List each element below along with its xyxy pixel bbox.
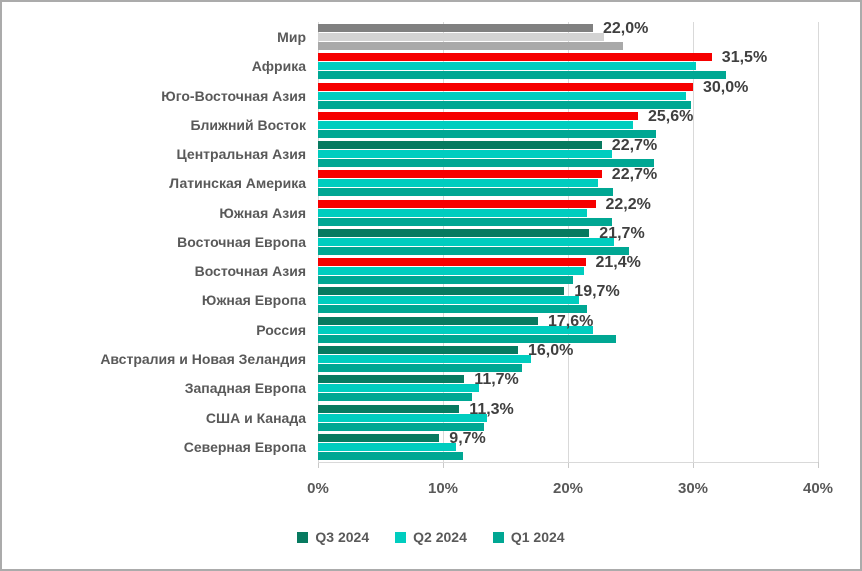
bar-q3-2024 bbox=[318, 346, 518, 354]
x-axis-tick-label: 40% bbox=[802, 480, 834, 497]
data-label: 31,5% bbox=[721, 49, 768, 67]
category-label: США и Канада bbox=[205, 409, 306, 426]
category-label: Северная Европа bbox=[183, 438, 306, 455]
axis-tick bbox=[318, 462, 319, 468]
bar-q2-2024 bbox=[318, 33, 605, 41]
data-label: 11,7% bbox=[474, 371, 519, 389]
bar-q2-2024 bbox=[318, 325, 593, 334]
bar-q3-2024 bbox=[318, 375, 465, 384]
bar-q3-2024 bbox=[318, 82, 693, 91]
legend-swatch-q1 bbox=[492, 531, 504, 543]
bar-q1-2024 bbox=[318, 364, 522, 372]
bar-q1-2024 bbox=[318, 71, 726, 80]
bar-q1-2024 bbox=[318, 393, 472, 402]
axis-tick bbox=[818, 462, 819, 468]
data-label: 25,6% bbox=[648, 107, 694, 125]
category-label: Центральная Азия bbox=[176, 146, 306, 163]
bar-q2-2024 bbox=[318, 442, 456, 451]
bar-q2-2024 bbox=[318, 91, 686, 100]
x-axis-tick-label: 0% bbox=[307, 480, 329, 497]
legend-label-q1: Q1 2024 bbox=[510, 529, 565, 545]
bar-q3-2024 bbox=[318, 228, 590, 237]
data-label: 17,6% bbox=[548, 312, 594, 330]
bar-q2-2024 bbox=[318, 237, 615, 246]
bar-q2-2024 bbox=[318, 208, 587, 217]
data-label: 21,7% bbox=[599, 224, 645, 242]
data-label: 22,7% bbox=[611, 166, 658, 184]
bar-q1-2024 bbox=[318, 100, 691, 109]
data-label: 21,4% bbox=[595, 254, 641, 272]
bar-q2-2024 bbox=[318, 413, 487, 422]
legend-item-q3: Q3 2024 bbox=[297, 529, 369, 545]
category-label: Восточная Азия bbox=[194, 263, 306, 280]
category-label: Ближний Восток bbox=[190, 116, 306, 133]
bar-q1-2024 bbox=[318, 42, 623, 50]
x-axis-tick-label: 20% bbox=[552, 480, 584, 497]
bar-q3-2024 bbox=[318, 199, 596, 208]
bar-q2-2024 bbox=[318, 267, 585, 276]
legend-label-q3: Q3 2024 bbox=[315, 529, 370, 545]
bar-q3-2024 bbox=[318, 53, 712, 62]
bar-q3-2024 bbox=[318, 141, 602, 150]
bar-q1-2024 bbox=[318, 334, 616, 343]
bar-q2-2024 bbox=[318, 62, 696, 71]
bar-q2-2024 bbox=[318, 355, 531, 363]
category-label: Россия bbox=[256, 321, 306, 338]
bar-q3-2024 bbox=[318, 404, 460, 413]
bar-q1-2024 bbox=[318, 246, 630, 255]
data-label: 30,0% bbox=[703, 78, 749, 96]
bar-q1-2024 bbox=[318, 422, 485, 431]
x-axis-tick-label: 30% bbox=[677, 480, 709, 497]
category-label: Африка bbox=[251, 58, 306, 75]
legend-item-q1: Q1 2024 bbox=[492, 529, 565, 545]
data-label: 22,2% bbox=[605, 195, 651, 213]
bar-q3-2024 bbox=[318, 433, 440, 442]
bar-q1-2024 bbox=[318, 217, 612, 226]
bar-q2-2024 bbox=[318, 296, 580, 305]
bar-q2-2024 bbox=[318, 150, 612, 159]
bar-q1-2024 bbox=[318, 129, 656, 138]
axis-tick bbox=[568, 462, 569, 468]
category-label: Мир bbox=[277, 29, 306, 45]
bar-q3-2024 bbox=[318, 316, 538, 325]
legend-swatch-q3 bbox=[297, 531, 309, 543]
bar-q3-2024 bbox=[318, 258, 586, 267]
gridline bbox=[818, 22, 819, 462]
x-axis-tick-label: 10% bbox=[427, 480, 459, 497]
x-axis-line bbox=[318, 462, 818, 463]
category-label: Латинская Америка bbox=[169, 175, 306, 192]
bar-q1-2024 bbox=[318, 451, 463, 460]
bar-q2-2024 bbox=[318, 179, 598, 188]
category-label: Южная Азия bbox=[219, 204, 306, 221]
category-label: Восточная Европа bbox=[177, 233, 306, 250]
category-label: Южная Европа bbox=[201, 292, 306, 309]
chart-legend: Q3 2024 Q2 2024 Q1 2024 bbox=[2, 529, 860, 545]
bar-q2-2024 bbox=[318, 384, 480, 393]
bar-q1-2024 bbox=[318, 188, 613, 197]
bar-q3-2024 bbox=[318, 111, 638, 120]
data-label: 22,0% bbox=[603, 20, 649, 37]
data-label: 22,7% bbox=[611, 137, 658, 155]
bar-q1-2024 bbox=[318, 159, 655, 168]
bar-q3-2024 bbox=[318, 24, 593, 32]
bar-q3-2024 bbox=[318, 287, 565, 296]
legend-swatch-q2 bbox=[395, 531, 407, 543]
legend-item-q2: Q2 2024 bbox=[395, 529, 467, 545]
axis-tick bbox=[693, 462, 694, 468]
bar-q1-2024 bbox=[318, 305, 587, 314]
axis-tick bbox=[443, 462, 444, 468]
category-label: Юго-Восточная Азия bbox=[161, 87, 306, 104]
data-label: 19,7% bbox=[574, 283, 620, 301]
bar-q3-2024 bbox=[318, 170, 602, 179]
category-label: Австралия и Новая Зеландия bbox=[100, 351, 306, 367]
data-label: 9,7% bbox=[449, 429, 486, 447]
bar-q2-2024 bbox=[318, 120, 633, 129]
bar-q1-2024 bbox=[318, 276, 573, 285]
data-label: 11,3% bbox=[469, 400, 514, 418]
category-label: Западная Европа bbox=[184, 380, 306, 397]
gridline bbox=[693, 22, 694, 462]
data-label: 16,0% bbox=[528, 342, 574, 359]
legend-label-q2: Q2 2024 bbox=[413, 529, 467, 545]
